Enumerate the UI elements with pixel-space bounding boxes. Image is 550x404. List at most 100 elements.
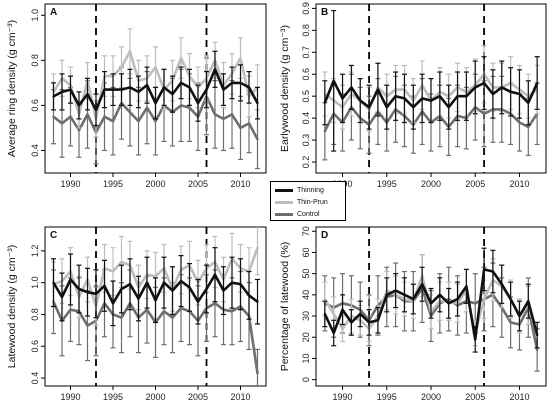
panel-c: C 1990 1995 2000 2005 2010 0.4 0.6 0.8 1.0 1.2 Late… xyxy=(6,226,267,402)
data-point xyxy=(474,338,477,341)
data-point xyxy=(230,281,234,284)
data-point xyxy=(438,293,441,296)
data-point xyxy=(69,88,72,91)
data-point xyxy=(162,86,166,89)
y-tick-label: 0.5 xyxy=(301,90,311,103)
y-tick-label: 0.8 xyxy=(301,24,311,37)
data-point xyxy=(120,260,123,264)
data-point xyxy=(179,306,183,310)
data-point xyxy=(341,97,344,100)
data-point xyxy=(332,331,335,335)
data-point xyxy=(154,102,157,105)
data-point xyxy=(482,112,486,115)
data-point xyxy=(465,285,468,288)
data-point xyxy=(179,81,183,84)
data-point xyxy=(518,92,521,96)
data-point xyxy=(188,286,191,289)
data-point xyxy=(69,278,72,281)
data-point xyxy=(162,310,166,313)
data-point xyxy=(385,106,388,109)
x-tick-label: 2000 xyxy=(145,179,165,189)
data-point xyxy=(145,308,149,311)
data-point xyxy=(518,121,521,124)
data-point xyxy=(394,95,397,98)
panel-label: B xyxy=(321,7,328,18)
y-tick-label: 0.2 xyxy=(301,156,311,169)
data-point xyxy=(256,138,259,141)
data-point xyxy=(323,101,326,104)
data-point xyxy=(154,120,157,123)
data-point xyxy=(429,99,433,102)
legend-item-thinning: Thinning xyxy=(275,184,324,196)
data-point xyxy=(86,93,89,96)
legend-item-thin-prun: Thin-Prun xyxy=(275,196,328,208)
y-tick-label: 30 xyxy=(301,311,311,321)
data-point xyxy=(403,293,406,296)
data-point xyxy=(154,299,157,302)
data-point xyxy=(256,300,259,303)
x-tick-label: 2000 xyxy=(421,392,441,402)
data-point xyxy=(179,279,183,283)
data-point xyxy=(359,99,362,102)
x-tick-label: 2000 xyxy=(145,392,165,402)
data-point xyxy=(256,372,259,375)
data-point xyxy=(239,283,242,286)
data-point xyxy=(120,88,123,91)
x-tick-label: 1995 xyxy=(377,179,397,189)
y-axis-title: Earlywood density (g cm⁻³) xyxy=(279,25,291,152)
data-point xyxy=(213,68,217,71)
x-tick-label: 1995 xyxy=(103,179,123,189)
data-point xyxy=(350,321,353,324)
data-point xyxy=(52,115,55,118)
x-tick-label: 2005 xyxy=(188,392,208,402)
data-point xyxy=(171,316,174,319)
y-axis-title: Percentage of latewood (%) xyxy=(279,242,291,372)
data-point xyxy=(509,90,512,93)
legend-label-thinning: Thinning xyxy=(297,186,324,194)
data-point xyxy=(429,302,433,305)
legend-label-thin-prun: Thin-Prun xyxy=(297,198,328,206)
legend-item-control: Control xyxy=(275,208,320,220)
y-tick-label: 50 xyxy=(301,269,311,279)
data-point xyxy=(527,101,530,104)
data-point xyxy=(145,281,149,284)
legend-swatch-thin-prun xyxy=(275,200,293,204)
data-point xyxy=(52,281,55,284)
data-point xyxy=(86,324,89,327)
data-point xyxy=(120,65,123,69)
panel-b: B199019952000200520100.20.30.40.50.60.70… xyxy=(279,2,547,189)
data-point xyxy=(137,90,140,93)
data-point xyxy=(482,297,486,301)
data-point xyxy=(111,270,115,273)
data-point xyxy=(403,97,406,100)
data-point xyxy=(491,92,495,96)
data-point xyxy=(213,302,217,305)
data-point xyxy=(447,106,450,109)
data-point xyxy=(394,289,397,292)
data-point xyxy=(527,125,530,129)
data-point xyxy=(154,65,157,69)
data-point xyxy=(179,104,183,107)
data-point xyxy=(367,106,371,109)
data-point xyxy=(230,113,234,116)
data-point xyxy=(239,56,242,60)
data-point xyxy=(145,106,149,109)
series-thinning xyxy=(51,50,260,127)
data-point xyxy=(103,115,106,118)
data-point xyxy=(69,115,72,118)
data-point xyxy=(500,283,503,286)
data-point xyxy=(128,283,132,286)
data-point xyxy=(341,308,344,311)
data-point xyxy=(145,84,149,87)
legend-swatch-thinning xyxy=(275,188,293,192)
x-tick-label: 1990 xyxy=(333,392,353,402)
x-tick-label: 2010 xyxy=(509,179,529,189)
data-point xyxy=(222,289,225,292)
data-point xyxy=(230,81,234,84)
x-tick-label: 2005 xyxy=(465,392,485,402)
data-point xyxy=(60,122,64,125)
data-point xyxy=(536,348,539,352)
y-tick-label: 1.0 xyxy=(30,9,40,22)
data-point xyxy=(323,312,326,316)
x-tick-label: 2010 xyxy=(230,392,250,402)
